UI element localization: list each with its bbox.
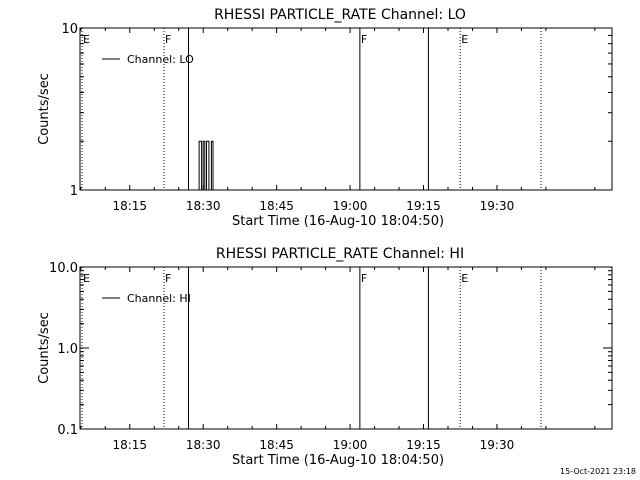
y-tick-label: 10.0 — [49, 261, 78, 276]
x-tick-label: 19:00 — [333, 199, 368, 213]
x-tick-label: 18:30 — [186, 438, 221, 452]
x-tick-label: 19:00 — [333, 438, 368, 452]
y-axis-label: Counts/sec — [37, 73, 52, 145]
plot-frame — [79, 27, 613, 191]
marker-label: F — [361, 272, 367, 285]
y-tick-label: 0.1 — [57, 423, 78, 438]
x-tick-label: 18:15 — [112, 199, 147, 213]
legend-label: Channel: HI — [127, 292, 191, 305]
marker-label: F — [165, 272, 171, 285]
x-axis-label: Start Time (16-Aug-10 18:04:50) — [232, 214, 444, 229]
marker-label: E — [83, 33, 90, 46]
x-tick-label: 19:30 — [480, 199, 515, 213]
marker-label: E — [461, 272, 468, 285]
x-tick-label: 18:30 — [186, 199, 221, 213]
marker-label: F — [361, 33, 367, 46]
legend-label: Channel: LO — [127, 53, 194, 66]
footer-timestamp: 15-Oct-2021 23:18 — [560, 467, 636, 476]
data-series-line — [198, 140, 215, 191]
chart-title: RHESSI PARTICLE_RATE Channel: HI — [216, 246, 464, 262]
x-axis-label: Start Time (16-Aug-10 18:04:50) — [232, 453, 444, 468]
x-tick-label: 19:15 — [406, 438, 441, 452]
y-axis-label: Counts/sec — [37, 312, 52, 384]
y-tick-label: 1.0 — [57, 342, 78, 357]
marker-label: F — [165, 33, 171, 46]
x-tick-label: 19:15 — [406, 199, 441, 213]
marker-label: E — [461, 33, 468, 46]
y-tick-label: 1 — [70, 184, 78, 199]
marker-label: E — [83, 272, 90, 285]
x-tick-label: 18:45 — [259, 438, 294, 452]
x-tick-label: 18:45 — [259, 199, 294, 213]
chart-title: RHESSI PARTICLE_RATE Channel: LO — [214, 7, 466, 23]
x-tick-label: 19:30 — [480, 438, 515, 452]
y-tick-label: 10 — [61, 22, 78, 37]
x-tick-label: 18:15 — [112, 438, 147, 452]
